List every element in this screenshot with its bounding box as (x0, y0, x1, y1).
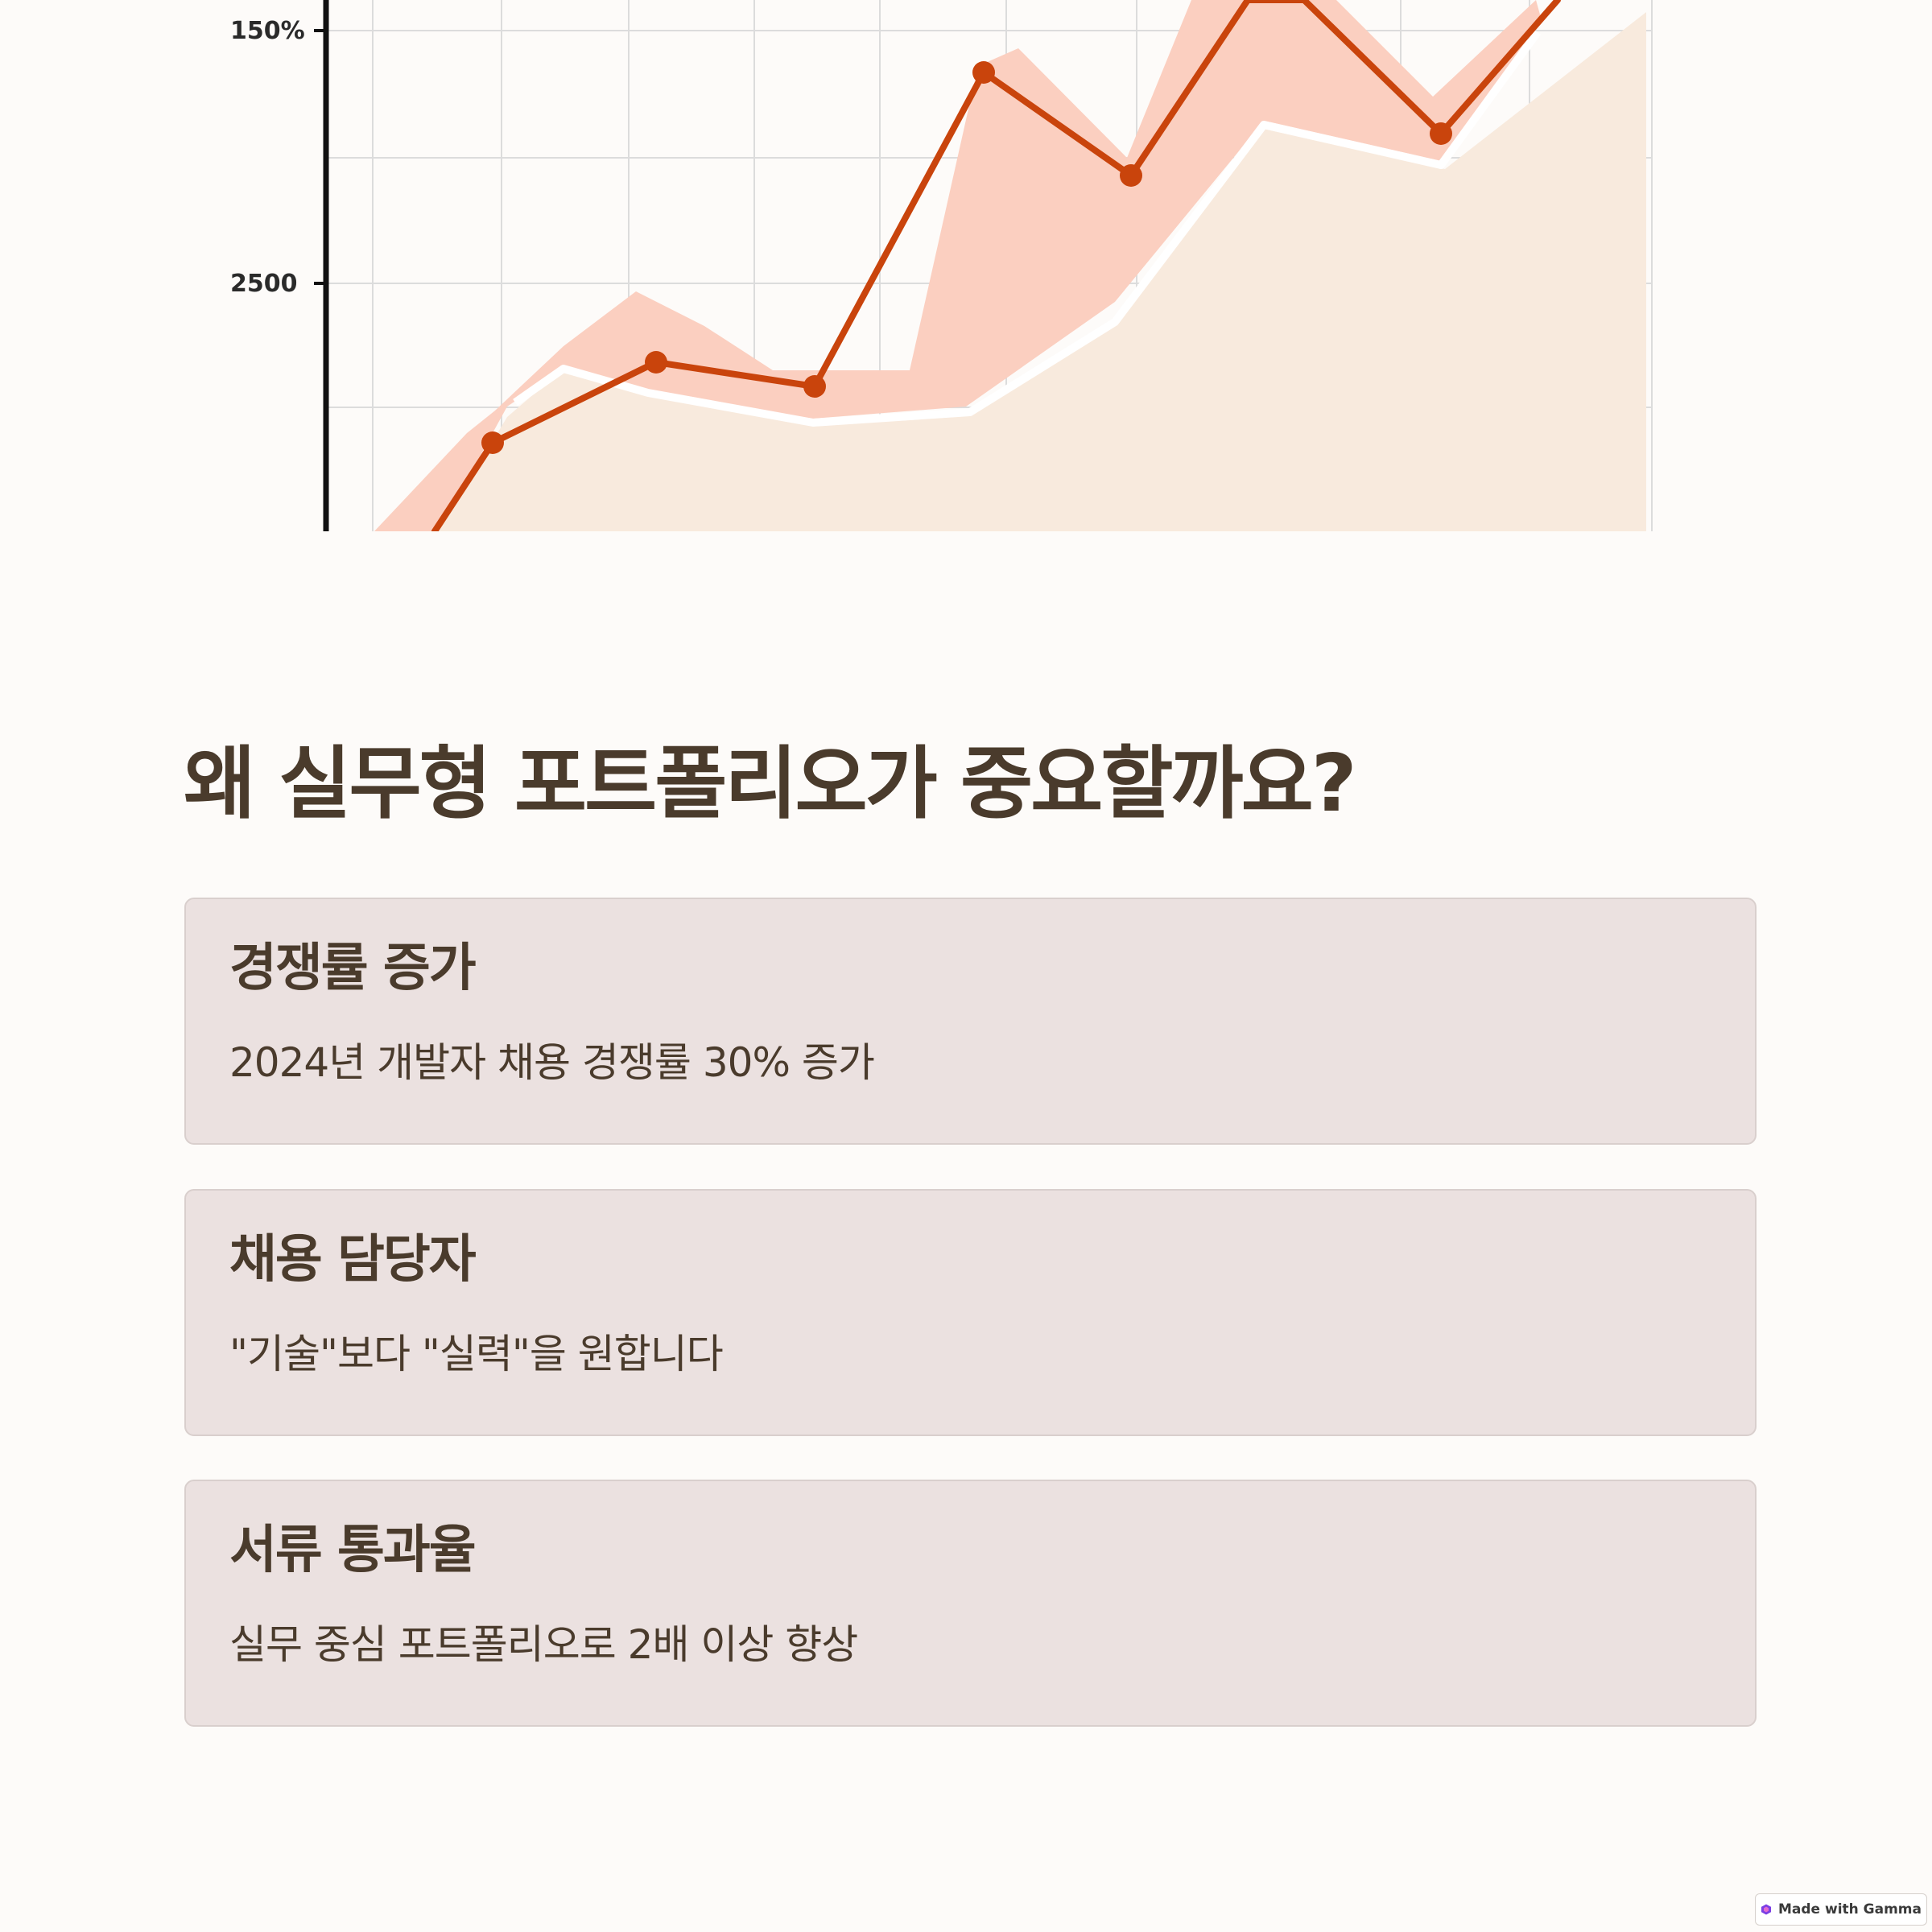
made-with-gamma-badge[interactable]: Made with Gamma (1755, 1893, 1927, 1926)
hero-chart-image: 150% 2500 (230, 0, 1653, 531)
card-pass-rate: 서류 통과율 실무 중심 포트폴리오로 2배 이상 향상 (184, 1480, 1757, 1727)
chart-points (481, 61, 1452, 454)
gamma-logo-icon (1761, 1904, 1771, 1915)
chart-point (481, 431, 504, 454)
chart-point (1430, 122, 1452, 145)
section-title: 왜 실무형 포트폴리오가 중요할까요? (184, 738, 1357, 830)
card-title: 경쟁률 증가 (229, 939, 477, 998)
y-tick-label-top: 150% (230, 17, 305, 45)
badge-label: Made with Gamma (1777, 1901, 1922, 1918)
card-text: 2024년 개발자 채용 경쟁률 30% 증가 (229, 1039, 875, 1086)
card-recruiter: 채용 담당자 "기술"보다 "실력"을 원합니다 (184, 1189, 1757, 1436)
card-competition: 경쟁률 증가 2024년 개발자 채용 경쟁률 30% 증가 (184, 898, 1757, 1145)
y-tick-label-middle: 2500 (230, 270, 298, 298)
chart-area-fill (439, 12, 1646, 531)
chart-point (645, 351, 667, 374)
chart-band-edge (513, 30, 1542, 427)
card-text: "기술"보다 "실력"을 원합니다 (229, 1331, 724, 1377)
chart-point (803, 375, 826, 398)
chart-band-fill (374, 0, 1542, 531)
chart-line (431, 0, 1561, 531)
chart-point (1120, 164, 1142, 187)
card-text: 실무 중심 포트폴리오로 2배 이상 향상 (229, 1621, 858, 1668)
card-title: 서류 통과율 (229, 1521, 477, 1580)
card-title: 채용 담당자 (229, 1230, 477, 1290)
chart-point (972, 61, 995, 84)
